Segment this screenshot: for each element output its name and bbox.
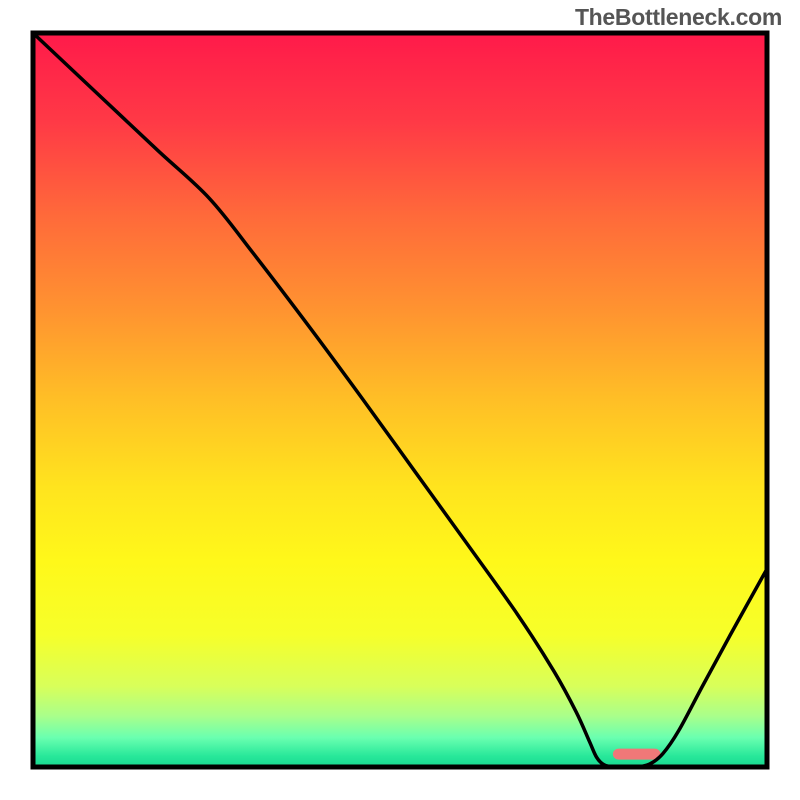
- chart-svg: [0, 0, 800, 800]
- bottleneck-chart: [0, 0, 800, 800]
- watermark-text: TheBottleneck.com: [575, 4, 782, 31]
- bottleneck-marker: [613, 749, 661, 760]
- gradient-background: [33, 33, 767, 767]
